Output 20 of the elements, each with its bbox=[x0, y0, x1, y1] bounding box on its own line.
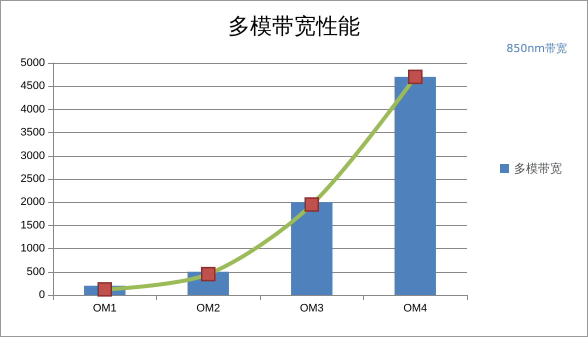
y-tick-label: 3000 bbox=[20, 150, 45, 162]
chart-title: 多模带宽性能 bbox=[228, 14, 360, 40]
y-tick-label: 4000 bbox=[20, 103, 45, 116]
bar bbox=[394, 76, 436, 295]
x-tick-label: OM3 bbox=[300, 302, 324, 314]
y-tick-label: 2500 bbox=[20, 173, 45, 185]
y-tick-label: 0 bbox=[38, 289, 45, 301]
y-tick-label: 2000 bbox=[20, 196, 45, 208]
x-tick-label: OM1 bbox=[92, 302, 117, 314]
bar bbox=[291, 202, 332, 295]
y-tick-label: 1000 bbox=[20, 242, 45, 255]
y-tick-label: 3500 bbox=[20, 126, 45, 139]
y-tick-label: 500 bbox=[26, 266, 45, 278]
x-tick-label: OM4 bbox=[403, 302, 428, 314]
x-tick-label: OM2 bbox=[196, 302, 220, 314]
legend-label: 多模带宽 bbox=[514, 162, 562, 176]
y-tick-label: 1500 bbox=[20, 219, 45, 232]
y-tick-label: 5000 bbox=[20, 57, 45, 69]
y-tick-label: 4500 bbox=[20, 80, 45, 92]
text: 850nm带宽 bbox=[506, 42, 568, 55]
